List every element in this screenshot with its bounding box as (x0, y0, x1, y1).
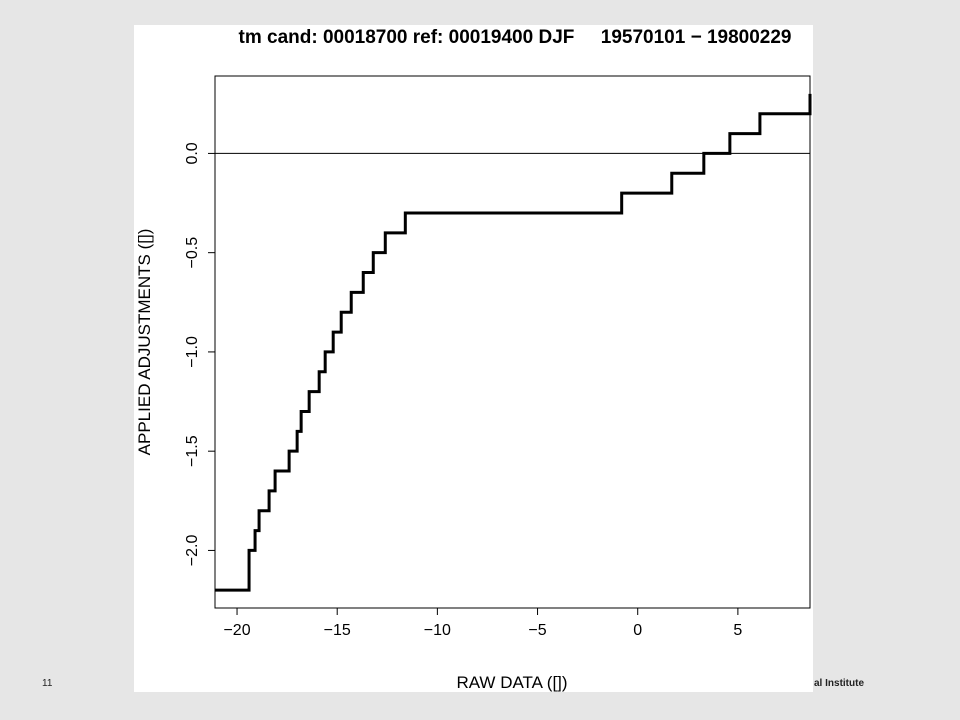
x-tick-label: 0 (633, 622, 642, 639)
x-axis: −20 −15 −10 −5 0 5 (223, 608, 742, 639)
y-axis: 0.0 −0.5 −1.0 −1.5 −2.0 (184, 142, 215, 566)
y-axis-label: APPLIED ADJUSTMENTS ([]) (135, 229, 154, 456)
chart-title: tm cand: 00018700 ref: 00019400 DJF 1957… (239, 27, 792, 48)
chart-svg: tm cand: 00018700 ref: 00019400 DJF 1957… (135, 27, 812, 692)
x-tick-label: −20 (223, 622, 250, 639)
x-tick-label: −10 (424, 622, 451, 639)
y-tick-label: −0.5 (184, 237, 201, 269)
x-tick-label: −15 (324, 622, 351, 639)
y-tick-label: −1.0 (184, 336, 201, 368)
x-tick-label: −5 (528, 622, 546, 639)
y-tick-label: −1.5 (184, 435, 201, 467)
x-axis-label: RAW DATA ([]) (456, 673, 567, 692)
y-tick-label: 0.0 (184, 142, 201, 164)
slide-number: 11 (42, 678, 53, 689)
plot-frame (214, 75, 811, 609)
chart-panel: tm cand: 00018700 ref: 00019400 DJF 1957… (134, 25, 813, 692)
adjustment-step-line (215, 93, 812, 592)
x-tick-label: 5 (733, 622, 742, 639)
footer-organization-text: al Institute (814, 678, 865, 689)
y-tick-label: −2.0 (184, 535, 201, 567)
